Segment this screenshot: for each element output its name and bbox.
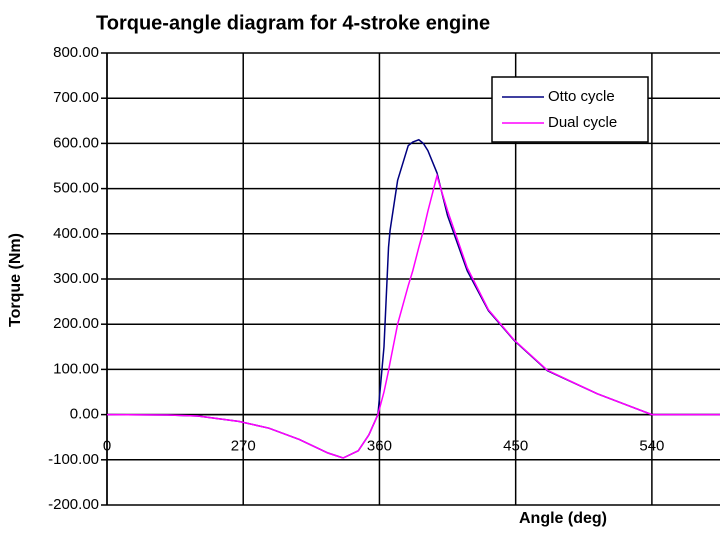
y-tick-label: 0.00 [70, 406, 99, 423]
y-tick-label: 500.00 [53, 180, 99, 197]
y-axis-title: Torque (Nm) [7, 233, 24, 327]
series-line [106, 173, 720, 459]
x-tick-label: 270 [231, 438, 256, 455]
x-axis-title: Angle (deg) [519, 510, 607, 527]
y-tick-label: 800.00 [53, 44, 99, 61]
y-tick-label: 700.00 [53, 89, 99, 106]
chart-title: Torque-angle diagram for 4-stroke engine [96, 12, 490, 34]
y-tick-label: 400.00 [53, 225, 99, 242]
y-tick-label: 200.00 [53, 315, 99, 332]
y-tick-label: -200.00 [48, 496, 99, 513]
legend-box [491, 76, 649, 143]
legend-label: Dual cycle [548, 114, 617, 131]
y-tick-label: 600.00 [53, 134, 99, 151]
x-tick-label: 540 [639, 438, 664, 455]
y-tick-label: 100.00 [53, 360, 99, 377]
series-line [106, 138, 720, 459]
x-tick-label: 450 [503, 438, 528, 455]
legend-label: Otto cycle [548, 88, 615, 105]
y-tick-label: -100.00 [48, 451, 99, 468]
x-tick-label: 360 [367, 438, 392, 455]
y-tick-label: 300.00 [53, 270, 99, 287]
